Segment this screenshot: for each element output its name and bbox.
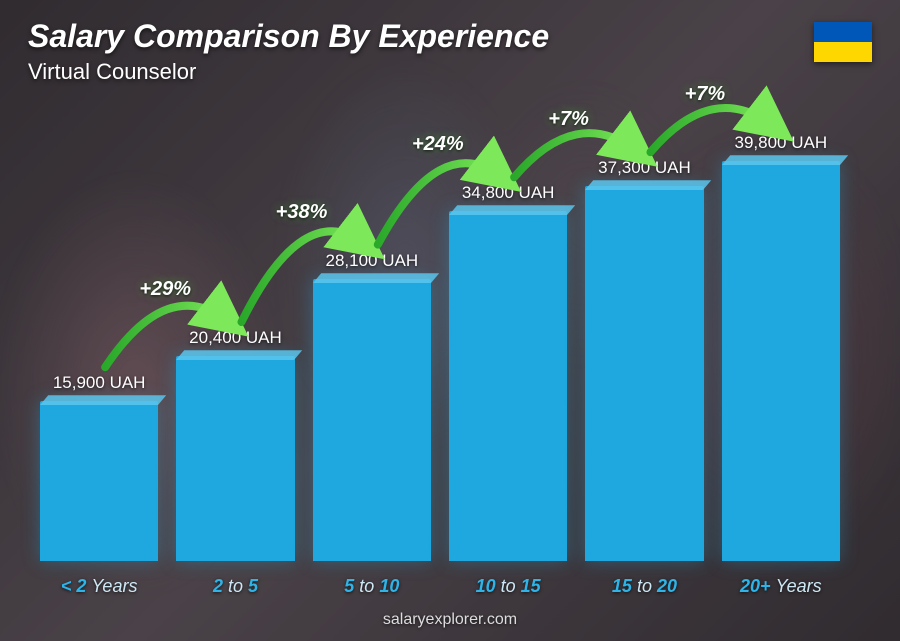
bar-top-face [40, 395, 167, 405]
chart-title: Salary Comparison By Experience [28, 18, 549, 55]
increase-percent-label: +7% [685, 83, 726, 106]
bar-group: 37,300 UAH [585, 158, 703, 561]
bar-value-label: 28,100 UAH [326, 251, 419, 271]
bar-group: 34,800 UAH [449, 183, 567, 561]
bar-value-label: 34,800 UAH [462, 183, 555, 203]
x-axis-label: < 2 Years [40, 576, 158, 597]
increase-percent-label: +29% [139, 278, 191, 301]
bar [449, 211, 567, 561]
ukraine-flag-icon [814, 22, 872, 62]
bar-group: 28,100 UAH [313, 251, 431, 561]
bar-group: 39,800 UAH [722, 133, 840, 561]
bar-group: 20,400 UAH [176, 328, 294, 561]
footer-attribution: salaryexplorer.com [0, 611, 900, 629]
header: Salary Comparison By Experience Virtual … [28, 18, 549, 85]
x-axis: < 2 Years 2 to 5 5 to 10 10 to 15 15 to 20 20… [40, 576, 840, 597]
bar-value-label: 15,900 UAH [53, 373, 146, 393]
bar-value-label: 37,300 UAH [598, 158, 691, 178]
bar [722, 161, 840, 561]
x-axis-label: 15 to 20 [585, 576, 703, 597]
bar-top-face [176, 350, 303, 360]
x-axis-label: 10 to 15 [449, 576, 567, 597]
bar [585, 186, 703, 561]
increase-percent-label: +24% [412, 133, 464, 156]
bar [40, 401, 158, 561]
increase-percent-label: +7% [548, 108, 589, 131]
chart-subtitle: Virtual Counselor [28, 59, 549, 85]
increase-percent-label: +38% [276, 201, 328, 224]
bar [313, 279, 431, 561]
bar-chart: 15,900 UAH 20,400 UAH 28,100 UAH 34,800 UAH… [40, 131, 840, 561]
bar-top-face [585, 180, 712, 190]
bar-group: 15,900 UAH [40, 373, 158, 561]
bar-top-face [449, 205, 576, 215]
x-axis-label: 20+ Years [722, 576, 840, 597]
x-axis-label: 5 to 10 [313, 576, 431, 597]
flag-top-stripe [814, 22, 872, 42]
bar [176, 356, 294, 561]
bar-top-face [313, 273, 440, 283]
bar-value-label: 20,400 UAH [189, 328, 282, 348]
x-axis-label: 2 to 5 [176, 576, 294, 597]
flag-bottom-stripe [814, 42, 872, 62]
bar-value-label: 39,800 UAH [734, 133, 827, 153]
bar-top-face [722, 155, 849, 165]
